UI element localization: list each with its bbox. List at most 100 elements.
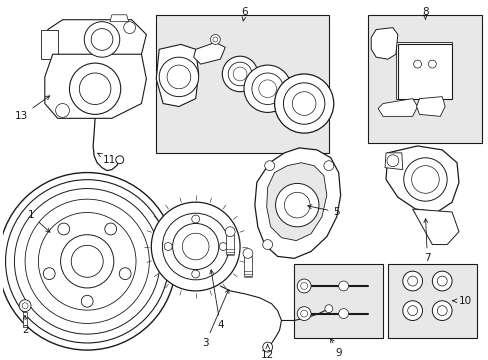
Circle shape (427, 60, 435, 68)
Circle shape (386, 155, 398, 167)
Circle shape (407, 306, 417, 316)
Text: 4: 4 (209, 270, 223, 330)
Circle shape (284, 192, 309, 218)
Polygon shape (370, 28, 397, 59)
Circle shape (219, 243, 227, 251)
Circle shape (15, 189, 160, 334)
Circle shape (69, 63, 121, 114)
Circle shape (292, 92, 315, 115)
Circle shape (5, 180, 168, 343)
Circle shape (413, 60, 421, 68)
Circle shape (297, 279, 310, 293)
Text: 1: 1 (28, 210, 50, 232)
Circle shape (58, 223, 69, 235)
Circle shape (324, 305, 332, 312)
Circle shape (300, 283, 307, 289)
Circle shape (182, 233, 208, 260)
Circle shape (91, 28, 113, 50)
Circle shape (262, 240, 272, 249)
Bar (244, 256, 251, 276)
Circle shape (84, 22, 120, 57)
Polygon shape (45, 54, 146, 118)
Circle shape (25, 199, 149, 323)
Text: 13: 13 (15, 96, 50, 121)
Circle shape (79, 73, 111, 104)
Circle shape (159, 57, 198, 96)
Polygon shape (193, 42, 225, 64)
Circle shape (162, 213, 228, 280)
Circle shape (191, 215, 199, 223)
Circle shape (81, 295, 93, 307)
Polygon shape (384, 153, 402, 170)
Text: 10: 10 (452, 296, 470, 306)
Polygon shape (416, 96, 444, 116)
Bar (395, 42, 451, 99)
Circle shape (403, 158, 446, 201)
Circle shape (436, 306, 446, 316)
Polygon shape (412, 209, 458, 244)
Circle shape (56, 104, 69, 117)
Circle shape (233, 67, 246, 81)
Circle shape (212, 37, 218, 42)
Circle shape (244, 65, 291, 112)
Circle shape (262, 342, 272, 352)
Bar (23, 312, 27, 327)
Polygon shape (254, 148, 340, 258)
Text: 9: 9 (330, 338, 341, 358)
Polygon shape (266, 163, 326, 240)
Bar (294, 264, 382, 338)
Text: 5: 5 (307, 205, 339, 217)
Circle shape (243, 248, 252, 258)
Circle shape (431, 301, 451, 320)
Circle shape (61, 235, 114, 288)
Bar (397, 44, 451, 99)
Circle shape (323, 161, 333, 171)
Polygon shape (41, 30, 58, 59)
Text: 8: 8 (421, 7, 428, 19)
Circle shape (258, 80, 276, 98)
Circle shape (274, 74, 333, 133)
Circle shape (338, 309, 348, 319)
Circle shape (151, 202, 240, 291)
Polygon shape (110, 15, 128, 22)
Circle shape (43, 268, 55, 280)
Circle shape (0, 172, 176, 350)
Circle shape (39, 212, 136, 310)
Text: 3: 3 (202, 289, 228, 348)
Circle shape (191, 270, 199, 278)
Polygon shape (385, 146, 458, 212)
Bar (367, 15, 481, 143)
Circle shape (123, 22, 135, 33)
Polygon shape (48, 20, 146, 64)
Bar (226, 235, 234, 255)
Text: 12: 12 (261, 345, 274, 360)
Circle shape (283, 83, 324, 124)
Bar (156, 15, 328, 153)
Circle shape (436, 276, 446, 286)
Circle shape (116, 156, 123, 164)
Circle shape (338, 281, 348, 291)
Text: 2: 2 (22, 315, 28, 336)
Circle shape (19, 300, 31, 312)
Circle shape (402, 271, 422, 291)
Text: 11: 11 (98, 153, 116, 165)
Circle shape (251, 73, 283, 104)
Text: 7: 7 (423, 219, 430, 264)
Circle shape (164, 243, 172, 251)
Circle shape (297, 307, 310, 320)
Circle shape (119, 268, 131, 280)
Circle shape (71, 246, 103, 277)
Circle shape (104, 223, 116, 235)
Polygon shape (377, 99, 417, 116)
Circle shape (167, 65, 190, 89)
Circle shape (431, 271, 451, 291)
Bar (387, 264, 476, 338)
Circle shape (210, 35, 220, 44)
Circle shape (411, 166, 438, 193)
Circle shape (300, 310, 307, 317)
Circle shape (407, 276, 417, 286)
Circle shape (225, 227, 235, 237)
Circle shape (22, 303, 28, 309)
Circle shape (402, 301, 422, 320)
Circle shape (228, 62, 251, 86)
